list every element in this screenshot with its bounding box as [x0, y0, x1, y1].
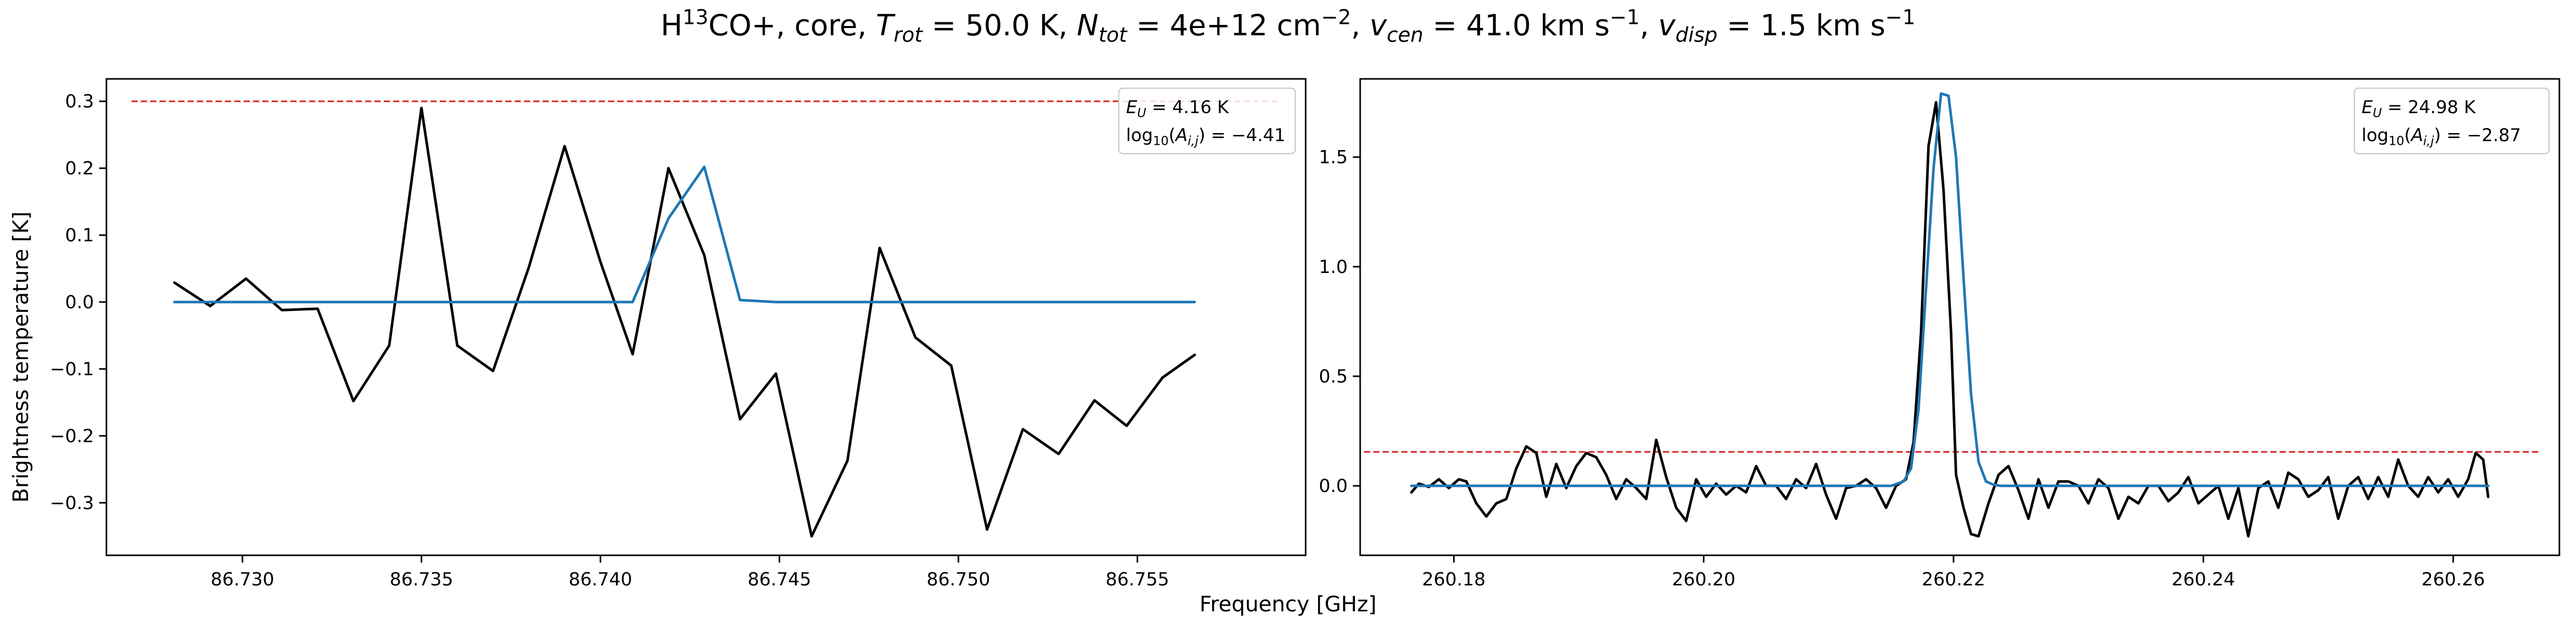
x-tick-label: 260.22 — [1922, 569, 1985, 590]
annotation-box — [1118, 87, 1296, 155]
x-tick-label: 260.20 — [1672, 569, 1735, 590]
observed-spectrum-line — [173, 106, 1196, 538]
y-tick-label: 0.3 — [65, 91, 94, 112]
annotation-text: log10(Ai,j) = −2.87 — [2362, 125, 2521, 148]
y-tick-label: 1.0 — [1319, 257, 1348, 278]
y-tick-label: 0.2 — [65, 158, 94, 179]
plot-area — [1364, 92, 2541, 538]
model-spectrum-line — [1410, 92, 2490, 487]
axes-frame — [105, 78, 1307, 556]
y-tick-label: −0.2 — [50, 426, 94, 447]
annotation-box — [2353, 87, 2550, 155]
left-spectrum-panel: 86.730 86.735 86.740 86.745 86.750 86.755 −0.3… — [50, 78, 1307, 590]
y-tick-label: 0.5 — [1319, 366, 1348, 387]
observed-spectrum-line — [1410, 101, 2490, 538]
y-axis-label: Brightness temperature [K] — [8, 211, 33, 502]
annotation-text: EU = 4.16 K — [1126, 97, 1230, 120]
annotation-text: EU = 24.98 K — [2362, 97, 2476, 120]
figure-title: H13CO+, core, Trot = 50.0 K, Ntot = 4e+1… — [661, 6, 1916, 47]
x-tick-label: 86.745 — [748, 569, 811, 590]
x-tick-label: 86.740 — [568, 569, 632, 590]
x-tick-label: 260.24 — [2172, 569, 2235, 590]
y-tick-label: −0.3 — [50, 493, 94, 514]
y-tick-label: 0.1 — [65, 225, 94, 246]
x-tick-label: 86.730 — [211, 569, 274, 590]
y-tick-label: 0.0 — [65, 292, 94, 313]
plot-area — [131, 100, 1281, 538]
x-tick-label: 86.750 — [927, 569, 990, 590]
right-spectrum-panel: 260.18 260.20 260.22 260.24 260.26 0.0 0.5 1.0 1… — [1319, 78, 2560, 590]
y-tick-label: −0.1 — [50, 359, 94, 380]
model-spectrum-line — [173, 166, 1196, 304]
x-tick-label: 86.735 — [390, 569, 453, 590]
x-tick-label: 260.18 — [1422, 569, 1485, 590]
y-tick-label: 0.0 — [1319, 476, 1348, 497]
axes-frame — [1359, 78, 2560, 556]
x-tick-label: 86.755 — [1106, 569, 1169, 590]
annotation-text: log10(Ai,j) = −4.41 — [1126, 125, 1285, 148]
x-tick-label: 260.26 — [2421, 569, 2485, 590]
x-axis-label: Frequency [GHz] — [1200, 592, 1377, 617]
y-tick-label: 1.5 — [1319, 147, 1348, 168]
